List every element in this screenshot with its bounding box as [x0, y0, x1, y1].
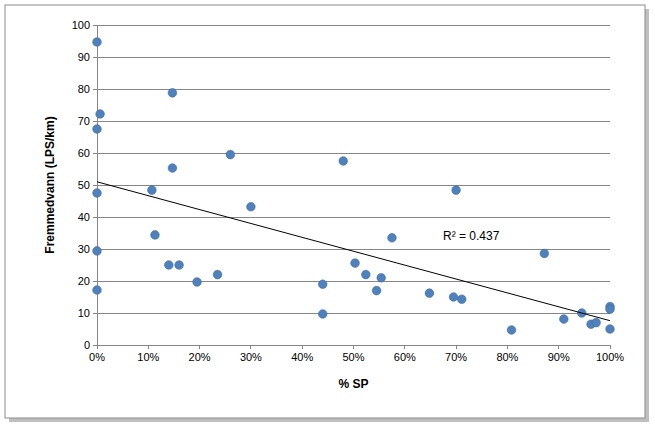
scatter-point: [168, 164, 177, 173]
scatter-point: [606, 325, 615, 334]
tick: [353, 345, 354, 349]
scatter-point: [93, 38, 102, 47]
y-tick-label: 10: [78, 307, 90, 319]
tick: [93, 313, 97, 314]
scatter-point: [213, 270, 222, 279]
tick: [404, 345, 405, 349]
scatter-point: [175, 261, 184, 270]
tick: [93, 89, 97, 90]
y-tick-label: 50: [78, 179, 90, 191]
scatter-point: [507, 326, 516, 335]
tick: [610, 345, 611, 349]
scatter-point: [93, 125, 102, 134]
scatter-point: [96, 110, 105, 119]
tick: [93, 57, 97, 58]
x-tick-label: 10%: [137, 351, 159, 363]
grid-line: [97, 217, 610, 218]
scatter-point: [372, 286, 381, 295]
tick: [456, 345, 457, 349]
grid-line: [97, 345, 610, 346]
x-axis: [97, 345, 610, 346]
tick: [250, 345, 251, 349]
y-tick-label: 0: [84, 339, 90, 351]
tick: [93, 345, 97, 346]
scatter-point: [388, 234, 397, 243]
trend-line: [97, 182, 610, 321]
grid-line: [97, 153, 610, 154]
y-tick-label: 20: [78, 275, 90, 287]
scatter-point: [193, 278, 202, 287]
scatter-point: [247, 202, 256, 211]
scatter-point: [165, 261, 174, 270]
scatter-point: [339, 157, 348, 166]
scatter-point: [351, 259, 360, 268]
y-tick-label: 30: [78, 243, 90, 255]
y-tick-label: 40: [78, 211, 90, 223]
tick: [93, 185, 97, 186]
x-tick-label: 60%: [394, 351, 416, 363]
tick: [93, 153, 97, 154]
x-tick-label: 100%: [596, 351, 624, 363]
y-axis: [97, 25, 98, 345]
x-axis-title: % SP: [338, 377, 368, 391]
x-tick-label: 70%: [445, 351, 467, 363]
scatter-point: [151, 231, 160, 240]
x-tick-label: 20%: [189, 351, 211, 363]
tick: [93, 217, 97, 218]
x-tick-label: 0%: [89, 351, 105, 363]
y-tick-label: 80: [78, 83, 90, 95]
grid-line: [97, 121, 610, 122]
scatter-point: [226, 150, 235, 159]
y-tick-label: 70: [78, 115, 90, 127]
scatter-point: [592, 318, 601, 327]
scatter-point: [377, 274, 386, 283]
scatter-point: [449, 293, 458, 302]
tick: [148, 345, 149, 349]
scatter-point: [425, 289, 434, 298]
scatter-point: [93, 189, 102, 198]
tick: [199, 345, 200, 349]
scatter-point: [93, 247, 102, 256]
annotation: R² = 0.437: [443, 229, 500, 243]
scatter-point: [362, 270, 371, 279]
scatter-point: [168, 89, 177, 98]
grid-line: [97, 281, 610, 282]
scatter-point: [318, 310, 327, 319]
tick: [93, 281, 97, 282]
scatter-point: [560, 315, 569, 324]
scatter-point: [148, 186, 157, 195]
x-tick-label: 80%: [496, 351, 518, 363]
chart: 0 10 20 30 40 50 60 70 80 90 100 0% 10% 20% 30% 40% 50% 6…: [0, 0, 655, 428]
scatter-point: [457, 295, 466, 304]
scatter-point: [606, 305, 615, 314]
y-axis-title: Fremmedvann (LPS/km): [43, 116, 57, 253]
grid-line: [97, 313, 610, 314]
x-tick-label: 50%: [342, 351, 364, 363]
tick: [97, 345, 98, 349]
y-tick-label: 60: [78, 147, 90, 159]
grid-line: [97, 25, 610, 26]
grid-line: [97, 57, 610, 58]
chart-frame: [5, 5, 645, 418]
x-tick-label: 30%: [240, 351, 262, 363]
tick: [558, 345, 559, 349]
scatter-point: [318, 280, 327, 289]
grid-line: [97, 185, 610, 186]
x-tick-label: 90%: [548, 351, 570, 363]
plot-area: [93, 38, 615, 335]
y-tick-label: 90: [78, 51, 90, 63]
x-tick-label: 40%: [291, 351, 313, 363]
tick: [507, 345, 508, 349]
tick: [302, 345, 303, 349]
scatter-point: [93, 286, 102, 295]
scatter-point: [452, 186, 461, 195]
scatter-point: [540, 249, 549, 258]
grid-line: [97, 249, 610, 250]
y-tick-label: 100: [72, 19, 90, 31]
tick: [93, 121, 97, 122]
tick: [93, 25, 97, 26]
